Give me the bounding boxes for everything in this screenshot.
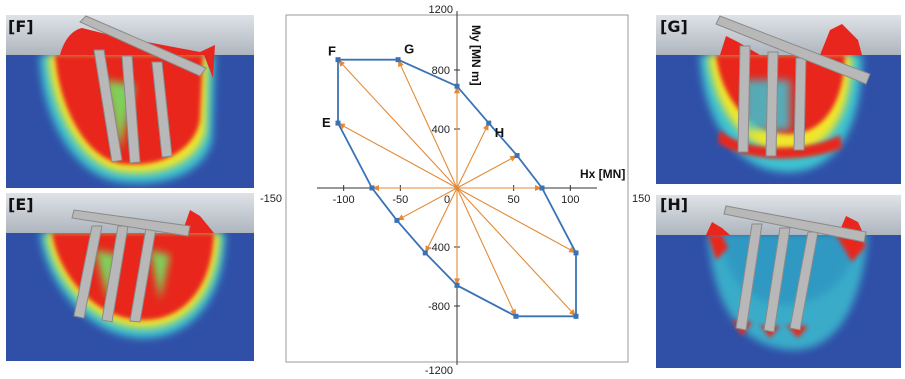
panel-label-h: [H]: [660, 195, 688, 214]
chart-marks: [335, 57, 579, 319]
envelope-point-13: [335, 120, 341, 126]
x-tick-label: 100: [561, 194, 579, 206]
x-tick-label: 50: [508, 194, 520, 206]
envelope-point-0: [335, 57, 341, 63]
panel-label-e: [E]: [8, 195, 34, 214]
point-label-h: H: [495, 125, 504, 140]
y-axis-title: My [MN m]: [469, 25, 483, 86]
y-tick-label: 1200: [429, 4, 453, 16]
chart-axes: -150 -100 -50 0 50 100 150 -1200 -800 -400 400 800 1…: [260, 4, 650, 377]
ray-6: [456, 187, 577, 254]
envelope-point-2: [454, 83, 460, 89]
envelope-point-6: [573, 250, 579, 256]
envelope-point-11: [394, 217, 400, 223]
envelope-point-3: [486, 120, 492, 126]
panel-label-f: [F]: [8, 17, 34, 36]
panel-f: [F]: [6, 15, 254, 188]
envelope-point-12: [369, 185, 375, 191]
chart-labels: F G E H: [322, 42, 504, 140]
y-tick-label: -400: [428, 242, 450, 254]
ray-13: [337, 122, 458, 189]
y-tick-label: -800: [428, 301, 450, 313]
x-tick-label: -100: [333, 194, 355, 206]
ray-arrow-12: [372, 185, 379, 191]
point-label-g: G: [404, 42, 414, 57]
ray-7: [456, 187, 577, 317]
x-tick-label: 0: [444, 194, 450, 206]
ray-11: [396, 187, 458, 221]
y-tick-label: -1200: [425, 365, 453, 377]
ray-arrow-2: [454, 86, 460, 94]
ray-10: [424, 187, 458, 254]
envelope-point-1: [395, 57, 401, 63]
envelope-point-7: [573, 313, 579, 319]
ray-4: [456, 155, 518, 189]
ray-arrow-5: [535, 185, 542, 191]
envelope-point-4: [514, 153, 520, 159]
x-axis-title: Hx [MN]: [580, 167, 625, 181]
envelope-point-5: [539, 185, 545, 191]
panel-e: [E]: [6, 193, 254, 361]
x-tick-label: 150: [632, 193, 650, 205]
envelope-point-8: [513, 313, 519, 319]
panel-h: [H]: [656, 195, 901, 368]
interaction-chart: -150 -100 -50 0 50 100 150 -1200 -800 -400 400 800 1…: [260, 4, 650, 377]
ray-1: [397, 59, 458, 189]
ray-0: [337, 59, 458, 189]
ray-arrow-9: [454, 278, 460, 286]
panel-g: [G]: [656, 15, 901, 184]
panel-label-g: [G]: [660, 17, 688, 36]
y-tick-label: 400: [432, 124, 450, 136]
envelope-point-9: [454, 282, 460, 288]
envelope-point-10: [422, 250, 428, 256]
ray-8: [456, 187, 517, 317]
point-label-f: F: [328, 44, 336, 59]
x-tick-label: -150: [260, 193, 282, 205]
point-label-e: E: [322, 115, 331, 130]
y-tick-label: 800: [432, 65, 450, 77]
x-tick-label: -50: [392, 194, 408, 206]
ray-3: [456, 122, 490, 189]
